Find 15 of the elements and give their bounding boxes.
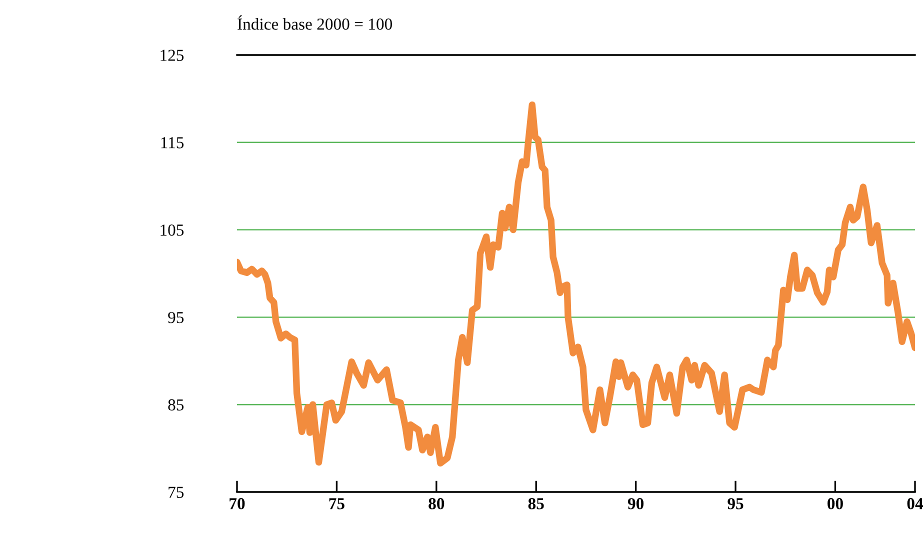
y-tick-label: 95 bbox=[168, 312, 184, 324]
x-tick-label: 00 bbox=[828, 498, 843, 510]
x-tick-label: 75 bbox=[329, 498, 344, 510]
x-tick-label: 90 bbox=[628, 498, 644, 510]
y-tick-label: 75 bbox=[168, 486, 184, 498]
x-tick-label: 04 bbox=[907, 498, 923, 510]
x-tick-label: 70 bbox=[230, 498, 245, 510]
y-tick-label: 115 bbox=[161, 137, 184, 148]
y-tick-label: 105 bbox=[160, 224, 184, 236]
x-tick-label: 85 bbox=[528, 498, 544, 510]
y-tick-label: 85 bbox=[168, 399, 184, 411]
y-axis-title: Índice base 2000 = 100 bbox=[238, 15, 392, 30]
y-tick-label: 125 bbox=[160, 50, 184, 61]
x-tick-label: 95 bbox=[728, 498, 744, 510]
x-tick-label: 80 bbox=[428, 498, 444, 510]
